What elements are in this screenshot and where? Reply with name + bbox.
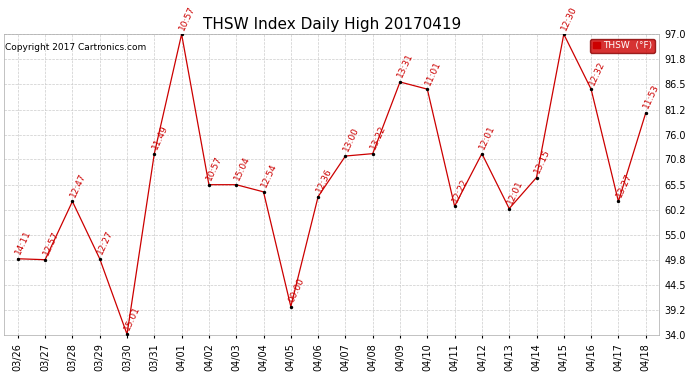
Text: 10:57: 10:57 [177,4,197,32]
Point [422,86,433,92]
Point [558,31,569,37]
Text: 11:49: 11:49 [150,124,169,151]
Point [12,256,23,262]
Point [340,153,351,159]
Text: 15:04: 15:04 [233,155,251,182]
Text: 14:11: 14:11 [14,229,33,256]
Text: 12:32: 12:32 [587,59,606,86]
Point [39,257,50,263]
Text: 15:01: 15:01 [123,304,142,332]
Point [531,174,542,180]
Text: 13:27: 13:27 [614,171,633,199]
Text: 13:15: 13:15 [533,147,551,175]
Point [313,194,324,200]
Text: 12:54: 12:54 [259,162,279,189]
Point [476,151,487,157]
Point [395,79,406,85]
Legend: THSW  (°F): THSW (°F) [591,39,655,53]
Text: 12:57: 12:57 [41,230,60,257]
Point [367,151,378,157]
Point [504,206,515,212]
Text: 12:22: 12:22 [451,177,470,203]
Point [149,151,160,157]
Text: 11:53: 11:53 [642,83,661,110]
Point [640,110,651,116]
Point [285,303,296,309]
Point [613,198,624,204]
Point [258,189,269,195]
Text: 12:27: 12:27 [96,229,115,256]
Point [67,198,78,204]
Text: 12:01: 12:01 [478,124,497,151]
Text: 10:57: 10:57 [205,154,224,182]
Text: Copyright 2017 Cartronics.com: Copyright 2017 Cartronics.com [6,43,147,52]
Point [586,86,597,92]
Point [230,182,241,188]
Point [449,203,460,209]
Point [121,331,132,337]
Text: 13:31: 13:31 [396,52,415,79]
Text: 13:22: 13:22 [368,124,388,151]
Title: THSW Index Daily High 20170419: THSW Index Daily High 20170419 [203,16,461,32]
Point [204,182,215,188]
Text: 11:01: 11:01 [423,59,442,86]
Text: 12:47: 12:47 [68,172,88,199]
Text: 12:01: 12:01 [505,178,524,206]
Text: 12:30: 12:30 [560,4,579,32]
Text: 00:00: 00:00 [287,276,306,304]
Text: 13:00: 13:00 [342,126,360,153]
Text: 12:36: 12:36 [314,167,333,194]
Point [95,256,106,262]
Point [176,31,187,37]
